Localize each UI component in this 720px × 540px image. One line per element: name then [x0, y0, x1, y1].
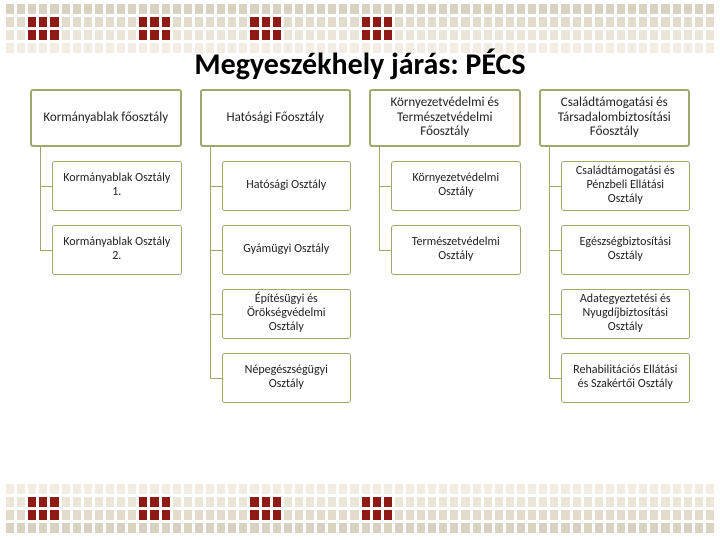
org-chart: Kormányablak főosztály Kormányablak Osztá…	[0, 89, 720, 403]
org-columns: Kormányablak főosztály Kormányablak Osztá…	[30, 89, 690, 403]
org-column: Hatósági Főosztály Hatósági Osztály Gyámüg…	[200, 89, 352, 403]
org-child: Adategyeztetési és Nyugdíjbiztosítási Os…	[561, 289, 691, 339]
org-child: Környezetvédelmi Osztály	[391, 161, 521, 211]
org-child: Kormányablak Osztály 2.	[52, 225, 182, 275]
org-child: Egészségbiztosítási Osztály	[561, 225, 691, 275]
decorative-bottom	[6, 484, 714, 536]
org-children: Kormányablak Osztály 1. Kormányablak Oszt…	[30, 161, 182, 275]
page-title: Megyeszékhely járás: PÉCS	[0, 0, 720, 89]
org-child: Hatósági Osztály	[222, 161, 352, 211]
org-column: Környezetvédelmi és Természetvédelmi Főo…	[369, 89, 521, 403]
org-child: Rehabilitációs Ellátási és Szakértői Osz…	[561, 353, 691, 403]
org-child: Építésügyi és Örökségvédelmi Osztály	[222, 289, 352, 339]
org-child: Családtámogatási és Pénzbeli Ellátási Os…	[561, 161, 691, 211]
org-child: Gyámügyi Osztály	[222, 225, 352, 275]
org-child: Népegészségügyi Osztály	[222, 353, 352, 403]
org-header: Családtámogatási és Társadalombiztosítás…	[539, 89, 691, 147]
org-children: Környezetvédelmi Osztály Természetvédelmi…	[369, 161, 521, 275]
org-child: Kormányablak Osztály 1.	[52, 161, 182, 211]
org-children: Hatósági Osztály Gyámügyi Osztály Építésüg…	[200, 161, 352, 403]
org-children: Családtámogatási és Pénzbeli Ellátási Os…	[539, 161, 691, 403]
org-header: Kormányablak főosztály	[30, 89, 182, 147]
org-child: Természetvédelmi Osztály	[391, 225, 521, 275]
org-header: Környezetvédelmi és Természetvédelmi Főo…	[369, 89, 521, 147]
org-header: Hatósági Főosztály	[200, 89, 352, 147]
org-column: Családtámogatási és Társadalombiztosítás…	[539, 89, 691, 403]
org-column: Kormányablak főosztály Kormányablak Osztá…	[30, 89, 182, 403]
